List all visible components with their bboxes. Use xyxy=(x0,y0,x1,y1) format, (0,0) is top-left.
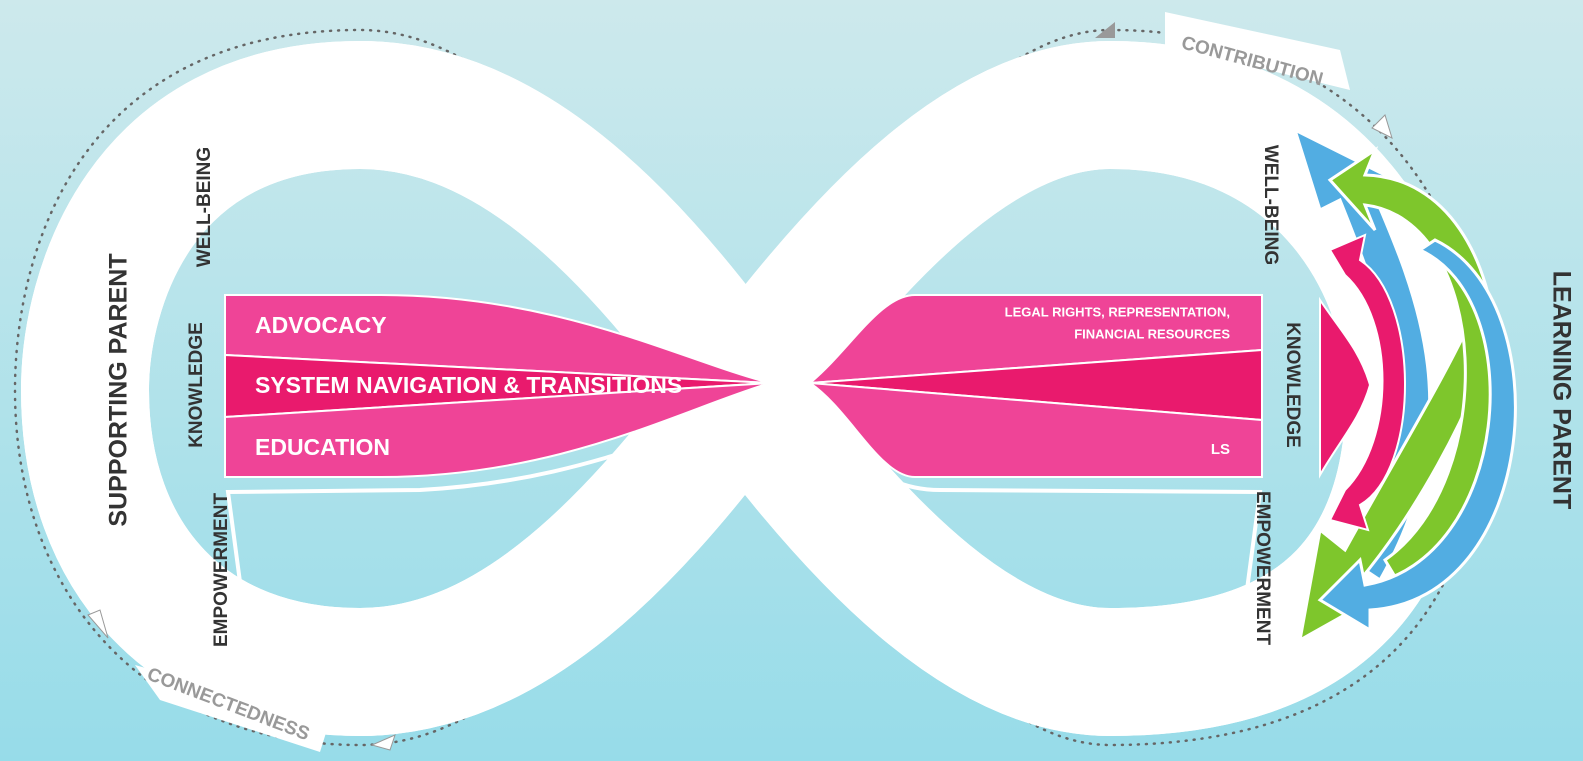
side-title: SUPPORTING PARENT xyxy=(105,253,133,526)
diagram: CONTRIBUTION CONNECTEDNESS SUPPORTING PA… xyxy=(0,0,1583,761)
dimension-label: KNOWLEDGE xyxy=(1282,322,1303,448)
band-note: LEGAL RIGHTS, REPRESENTATION, xyxy=(1005,304,1230,319)
side-title: LEARNING PARENT xyxy=(1547,271,1575,509)
band-label: EDUCATION xyxy=(255,434,390,460)
band-label: SYSTEM NAVIGATION & TRANSITIONS xyxy=(255,372,682,398)
dimension-label: WELL-BEING xyxy=(1260,145,1281,265)
dimension-label: WELL-BEING xyxy=(194,147,215,267)
band-note: FINANCIAL RESOURCES xyxy=(1074,326,1230,341)
band-note: LS xyxy=(1211,441,1230,458)
dimension-label: EMPOWERMENT xyxy=(1252,491,1273,646)
band-label: ADVOCACY xyxy=(255,312,387,338)
dimension-label: KNOWLEDGE xyxy=(186,322,207,448)
dimension-label: EMPOWERMENT xyxy=(211,493,232,648)
